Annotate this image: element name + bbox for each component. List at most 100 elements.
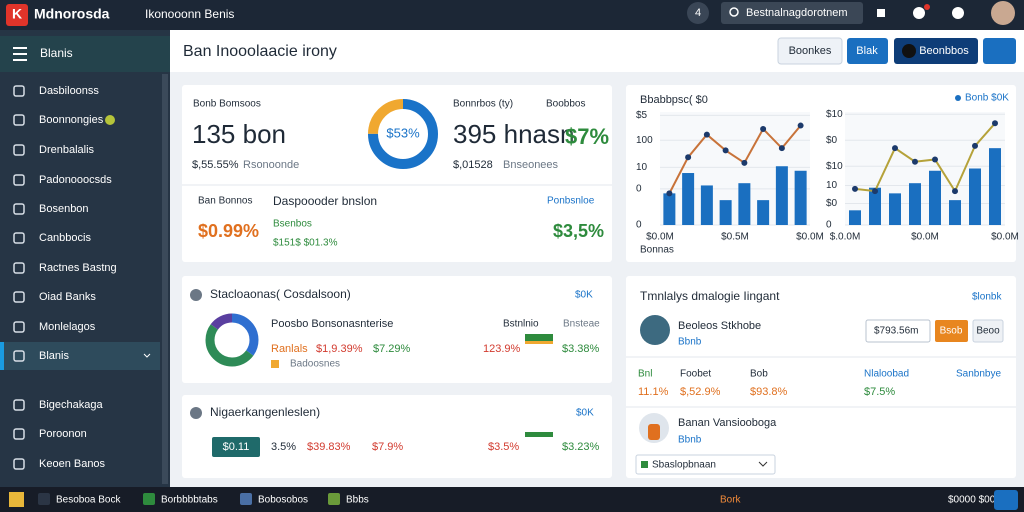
button[interactable] — [894, 38, 978, 64]
line-point — [778, 145, 785, 152]
nav-icon[interactable] — [13, 399, 25, 411]
task-icon[interactable] — [143, 493, 155, 505]
notification-badge[interactable] — [687, 2, 709, 24]
nav-icon[interactable] — [13, 174, 25, 186]
dropdown[interactable] — [635, 454, 776, 475]
bar — [757, 200, 770, 225]
label: Ban Bonnos — [198, 196, 253, 207]
column-label: Foobet — [680, 369, 711, 380]
icon-button[interactable] — [983, 38, 1016, 64]
nav-item[interactable]: Keoen Banos — [39, 458, 106, 470]
line-point — [872, 188, 878, 195]
task-icon[interactable] — [328, 493, 340, 505]
label: Boobbos — [546, 99, 585, 110]
task-label[interactable]: Borbbbbtabs — [161, 495, 218, 506]
nav-item[interactable]: Blanis — [39, 350, 69, 362]
sidebar-header — [0, 36, 170, 72]
sub-label: Bsenbos — [273, 219, 312, 230]
grid-icon[interactable] — [877, 9, 885, 17]
nav-icon[interactable] — [13, 291, 25, 303]
bar — [989, 148, 1001, 225]
nav-item[interactable]: Bosenbon — [39, 203, 89, 215]
check-icon — [190, 407, 202, 419]
workspace[interactable]: Ikonooonn Benis — [145, 7, 234, 21]
x-tick-label: $.0.0M — [830, 232, 861, 243]
task-label[interactable]: Bbbs — [346, 495, 369, 506]
nav-item[interactable]: Padonooocsds — [39, 174, 112, 186]
task-label[interactable]: Bobosobos — [258, 495, 308, 506]
nav-icon[interactable] — [13, 144, 25, 156]
nav-icon[interactable] — [13, 85, 25, 97]
nav-item[interactable]: Poroonon — [39, 428, 87, 440]
y-tick-label: 0 — [826, 220, 832, 231]
column-label: Sanbnbye — [956, 369, 1001, 380]
help-icon[interactable] — [952, 7, 964, 19]
nav-item[interactable]: Drenbalalis — [39, 144, 95, 156]
legend-dot — [955, 95, 961, 101]
button-label: Blak — [856, 45, 878, 57]
nav-item[interactable]: Oiad Banks — [39, 291, 96, 303]
line-point — [722, 147, 729, 154]
nav-icon[interactable] — [13, 203, 25, 215]
nav-icon[interactable] — [13, 350, 25, 362]
x-tick-label: $0.0M — [911, 232, 939, 243]
dropdown-icon — [641, 461, 648, 468]
notification-button[interactable] — [994, 490, 1018, 510]
nav-item[interactable]: Boonnongies — [39, 114, 104, 126]
button-icon — [902, 44, 916, 58]
nav-icon[interactable] — [13, 114, 25, 126]
nav-item[interactable]: Bigechakaga — [39, 399, 103, 411]
card-link[interactable]: $0K — [575, 290, 593, 301]
line-point — [912, 158, 918, 165]
button[interactable] — [847, 38, 888, 64]
task-icon[interactable] — [38, 493, 50, 505]
nav-item[interactable]: Canbbocis — [39, 232, 91, 244]
nav-item[interactable]: Monlelagos — [39, 321, 96, 333]
logo[interactable] — [6, 4, 28, 26]
nav-icon[interactable] — [13, 458, 25, 470]
nav-icon[interactable] — [13, 428, 25, 440]
person-role: Bbnb — [678, 337, 702, 348]
nav-item[interactable]: Ractnes Bastng — [39, 262, 117, 274]
alert-icon[interactable] — [913, 7, 925, 19]
sub-label: Rsonoonde — [243, 159, 299, 171]
nav-item[interactable]: Dasbiloonss — [39, 85, 99, 97]
nav-icon[interactable] — [13, 262, 25, 274]
nav-icon[interactable] — [13, 321, 25, 333]
task-icon[interactable] — [240, 493, 252, 505]
label: Daspoooder bnslon — [273, 194, 377, 208]
button[interactable] — [972, 319, 1004, 343]
input[interactable] — [865, 319, 931, 343]
button[interactable] — [935, 320, 968, 342]
column-label: Bstnlnio — [503, 319, 539, 330]
nav-icon[interactable] — [13, 232, 25, 244]
search-icon — [729, 7, 739, 17]
label: Bonnrbos (ty) — [453, 99, 513, 110]
task-label[interactable]: Besoboa Bock — [56, 495, 121, 506]
value: $,52.9% — [680, 386, 721, 398]
menu-icon[interactable] — [13, 47, 27, 49]
value: 123.9% — [483, 343, 521, 355]
card-link[interactable]: $lonbk — [972, 292, 1002, 303]
column-label: Nlaloobad — [864, 369, 909, 380]
scrollbar[interactable] — [162, 74, 168, 484]
bar — [869, 187, 881, 225]
card-link[interactable]: $0K — [576, 408, 594, 419]
avatar — [640, 315, 670, 345]
column-label: Bnsteae — [563, 319, 600, 330]
donut — [205, 313, 259, 367]
value: 395 hnasn — [453, 119, 574, 149]
nav-active — [0, 342, 160, 370]
search-text: Bestnalnagdorotnem — [746, 7, 848, 19]
line-point — [932, 156, 938, 163]
dropdown-value: Sbaslopbnaan — [652, 460, 716, 471]
person-name: Beoleos Stkhobe — [678, 320, 761, 332]
search-box[interactable] — [721, 2, 863, 24]
user-avatar[interactable] — [991, 1, 1015, 25]
value: 11.1% — [638, 386, 669, 398]
button[interactable] — [777, 37, 843, 65]
bar — [663, 193, 676, 225]
start-button[interactable] — [9, 492, 24, 507]
person-role: Bbnb — [678, 435, 702, 446]
